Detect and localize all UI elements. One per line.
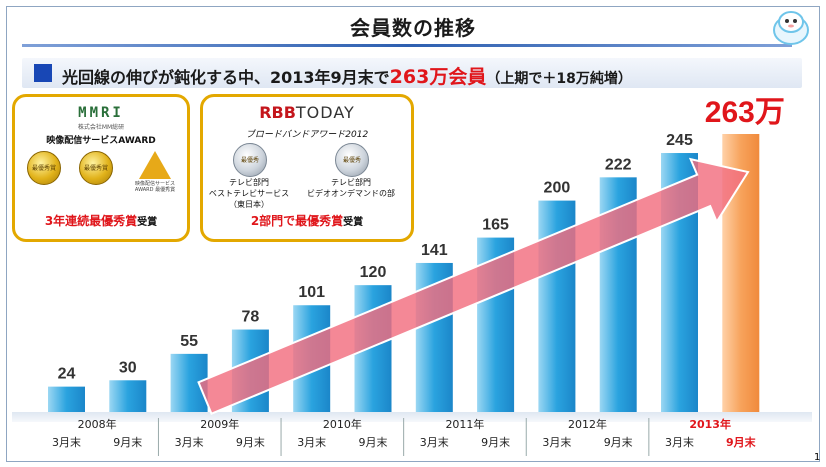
rbb-text: TODAY bbox=[295, 103, 355, 122]
award-mmri-box: MMRI 株式会社MM総研 映像配信サービスAWARD 最優秀賞 最優秀賞 映像… bbox=[12, 94, 190, 242]
star-award-icon bbox=[139, 151, 171, 179]
x-tick-label: 9月末 bbox=[113, 435, 142, 449]
x-tick-label: 3月末 bbox=[175, 435, 204, 449]
silver-medal-icon: 最優秀 bbox=[335, 143, 369, 177]
silver-medal-icon: 最優秀 bbox=[233, 143, 267, 177]
subtitle-note: （上期で＋18万純増） bbox=[486, 71, 632, 87]
medal-text: 最優秀賞 bbox=[83, 165, 108, 172]
bar-value-label: 30 bbox=[119, 359, 137, 376]
gold-medal-icon: 最優秀賞 bbox=[27, 151, 61, 185]
x-tick-label: 3月末 bbox=[420, 435, 449, 449]
bar-value-label: 141 bbox=[421, 242, 448, 259]
x-year-label: 2012年 bbox=[568, 417, 607, 431]
subtitle: 光回線の伸びが鈍化する中、2013年9月末で263万会員（上期で＋18万純増） bbox=[62, 62, 632, 89]
bar bbox=[48, 386, 85, 412]
bar-value-label: 200 bbox=[544, 180, 571, 197]
medal-text: 最優秀 bbox=[240, 157, 259, 164]
rbb-prize: 2部門で最優秀賞受賞 bbox=[203, 212, 411, 229]
rbb-award-name: ブロードバンドアワード2012 bbox=[245, 130, 369, 140]
bar-value-label: 245 bbox=[666, 132, 693, 149]
bar-value-label: 165 bbox=[482, 217, 509, 234]
medal-text: 最優秀 bbox=[342, 157, 361, 164]
subtitle-lead: 光回線の伸びが鈍化する中、2013年9月末で bbox=[62, 68, 390, 87]
bar-value-label: 55 bbox=[180, 333, 198, 350]
chart-floor bbox=[12, 412, 812, 422]
subtitle-highlight: 263万会員 bbox=[389, 66, 487, 88]
star-award-text: 映像配信サービス AWARD 最優秀賞 bbox=[134, 181, 176, 193]
rbb-prize-text: 2部門で最優秀賞 bbox=[250, 214, 344, 228]
x-tick-label: 9月末 bbox=[359, 435, 388, 449]
x-tick-label: 3月末 bbox=[52, 435, 81, 449]
bar-value-label: 24 bbox=[58, 366, 76, 383]
gold-medal-icon: 最優秀賞 bbox=[79, 151, 113, 185]
x-year-label: 2013年 bbox=[689, 417, 731, 431]
award-rbb-box: RBBTODAY ブロードバンドアワード2012 最優秀 最優秀 テレビ部門 ベ… bbox=[200, 94, 414, 242]
x-tick-label: 9月末 bbox=[604, 435, 633, 449]
rbb-mark: RBB bbox=[259, 103, 296, 122]
x-tick-label: 3月末 bbox=[665, 435, 694, 449]
mascot-icon bbox=[773, 11, 809, 45]
x-year-label: 2008年 bbox=[78, 417, 117, 431]
rbb-category-1: テレビ部門 ベストテレビサービス （東日本） bbox=[208, 178, 290, 209]
rbb-today-logo: RBBTODAY bbox=[203, 103, 411, 122]
x-tick-label: 3月末 bbox=[542, 435, 571, 449]
page-number: 1 bbox=[814, 452, 821, 463]
bar-value-label-highlight: 263万 bbox=[705, 96, 785, 129]
x-year-label: 2009年 bbox=[200, 417, 239, 431]
rbb-prize-suffix: 受賞 bbox=[343, 217, 364, 228]
bullet-square-icon bbox=[34, 64, 52, 82]
mmri-prize-text: 3年連続最優秀賞 bbox=[44, 214, 138, 228]
title-underline bbox=[22, 44, 792, 47]
x-year-label: 2011年 bbox=[445, 417, 484, 431]
mmri-logo-sub: 株式会社MM総研 bbox=[77, 124, 125, 131]
bar-value-label: 78 bbox=[242, 309, 260, 326]
bar-value-label: 222 bbox=[605, 156, 632, 173]
bar bbox=[109, 380, 147, 412]
x-tick-label: 9月末 bbox=[726, 435, 757, 449]
growth-arrow bbox=[197, 157, 750, 416]
medal-text: 最優秀賞 bbox=[31, 165, 56, 172]
mmri-logo: MMRI bbox=[78, 105, 124, 121]
rbb-category-2: テレビ部門 ビデオオンデマンドの部 bbox=[307, 178, 395, 198]
mmri-award-name: 映像配信サービスAWARD bbox=[46, 136, 156, 146]
bar-value-label: 101 bbox=[298, 284, 325, 301]
bar-value-label: 120 bbox=[360, 264, 387, 281]
mmri-prize-suffix: 受賞 bbox=[137, 217, 158, 228]
subtitle-banner bbox=[22, 58, 802, 88]
x-year-label: 2010年 bbox=[323, 417, 362, 431]
mmri-prize: 3年連続最優秀賞受賞 bbox=[15, 212, 187, 229]
x-tick-label: 9月末 bbox=[481, 435, 510, 449]
page-title: 会員数の推移 bbox=[350, 16, 476, 40]
x-tick-label: 3月末 bbox=[297, 435, 326, 449]
x-tick-label: 9月末 bbox=[236, 435, 265, 449]
